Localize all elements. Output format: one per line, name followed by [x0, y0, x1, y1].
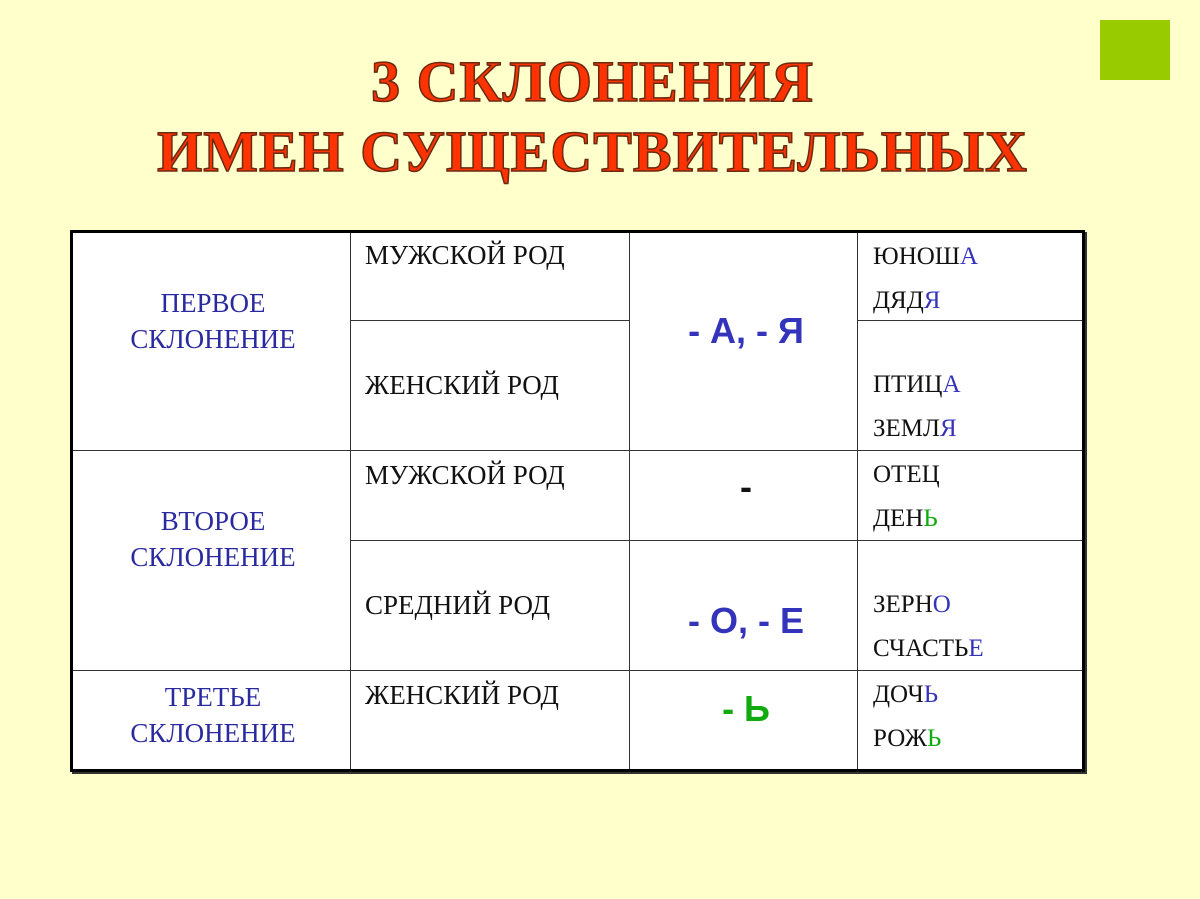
declension-label: СКЛОНЕНИЕ: [130, 324, 296, 354]
word-ending: Ь: [923, 505, 938, 532]
example-word: ДЯДЯ: [873, 279, 978, 323]
word-ending: О: [932, 591, 951, 618]
word-stem: РОЖ: [873, 725, 928, 752]
gender-cell: ЖЕНСКИЙ РОД: [365, 680, 559, 710]
word-stem: ЗЕМЛ: [873, 415, 940, 442]
word-stem: ЮНОШ: [873, 243, 961, 270]
word-stem: ОТЕЦ: [873, 461, 940, 488]
example-words: ЗЕРНО СЧАСТЬЕ: [873, 583, 984, 671]
example-word: РОЖЬ: [873, 717, 941, 761]
example-word: ЗЕМЛЯ: [873, 407, 961, 451]
decorative-square: [1100, 20, 1170, 80]
example-word: ЮНОША: [873, 235, 978, 279]
example-word: ДЕНЬ: [873, 497, 940, 541]
declension-label: ВТОРОЕ: [160, 506, 266, 536]
title-line-2: ИМЕН СУЩЕСТВИТЕЛЬНЫХ: [156, 119, 1028, 185]
declension-table: ПЕРВОЕ СКЛОНЕНИЕ МУЖСКОЙ РОД ЖЕНСКИЙ РОД…: [70, 230, 1085, 772]
ending-cell: - О, - Е: [688, 600, 804, 641]
declension-third: ТРЕТЬЕ СКЛОНЕНИЕ: [73, 675, 353, 755]
example-word: ЗЕРНО: [873, 583, 984, 627]
word-stem: ДОЧ: [873, 681, 924, 708]
word-ending: Е: [968, 635, 984, 662]
declension-label: ПЕРВОЕ: [160, 288, 266, 318]
ending-cell: - Ь: [722, 688, 770, 729]
word-ending: А: [942, 371, 961, 398]
example-words: ДОЧЬ РОЖЬ: [873, 673, 941, 761]
example-words: ОТЕЦ ДЕНЬ: [873, 453, 940, 541]
word-stem: ДЯД: [873, 287, 924, 314]
gender-cell: МУЖСКОЙ РОД: [365, 240, 565, 270]
gender-cell: СРЕДНИЙ РОД: [365, 590, 551, 620]
declension-label: СКЛОНЕНИЕ: [130, 542, 296, 572]
gender-cell: ЖЕНСКИЙ РОД: [365, 370, 559, 400]
example-word: ПТИЦА: [873, 363, 961, 407]
example-words: ЮНОША ДЯДЯ: [873, 235, 978, 323]
title-line-1: 3 СКЛОНЕНИЯ: [370, 49, 814, 115]
example-words: ПТИЦА ЗЕМЛЯ: [873, 363, 961, 451]
declension-label: ТРЕТЬЕ: [164, 682, 262, 712]
word-stem: СЧАСТЬ: [873, 635, 969, 662]
word-ending: Ь: [923, 681, 939, 708]
declension-label: СКЛОНЕНИЕ: [130, 718, 296, 748]
declension-second: ВТОРОЕ СКЛОНЕНИЕ: [73, 499, 353, 579]
example-word: СЧАСТЬЕ: [873, 627, 984, 671]
word-ending: Я: [923, 287, 941, 314]
declension-first: ПЕРВОЕ СКЛОНЕНИЕ: [73, 281, 353, 361]
gender-cell: МУЖСКОЙ РОД: [365, 460, 565, 490]
word-stem: ЗЕРН: [873, 591, 933, 618]
word-stem: ПТИЦ: [873, 371, 943, 398]
word-stem: ДЕН: [873, 505, 924, 532]
example-word: ДОЧЬ: [873, 673, 941, 717]
ending-cell: - А, - Я: [688, 310, 804, 351]
word-ending: А: [960, 243, 979, 270]
example-word: ОТЕЦ: [873, 453, 940, 497]
word-ending: Я: [939, 415, 957, 442]
ending-cell: -: [740, 466, 752, 507]
word-ending: Ь: [927, 725, 942, 752]
